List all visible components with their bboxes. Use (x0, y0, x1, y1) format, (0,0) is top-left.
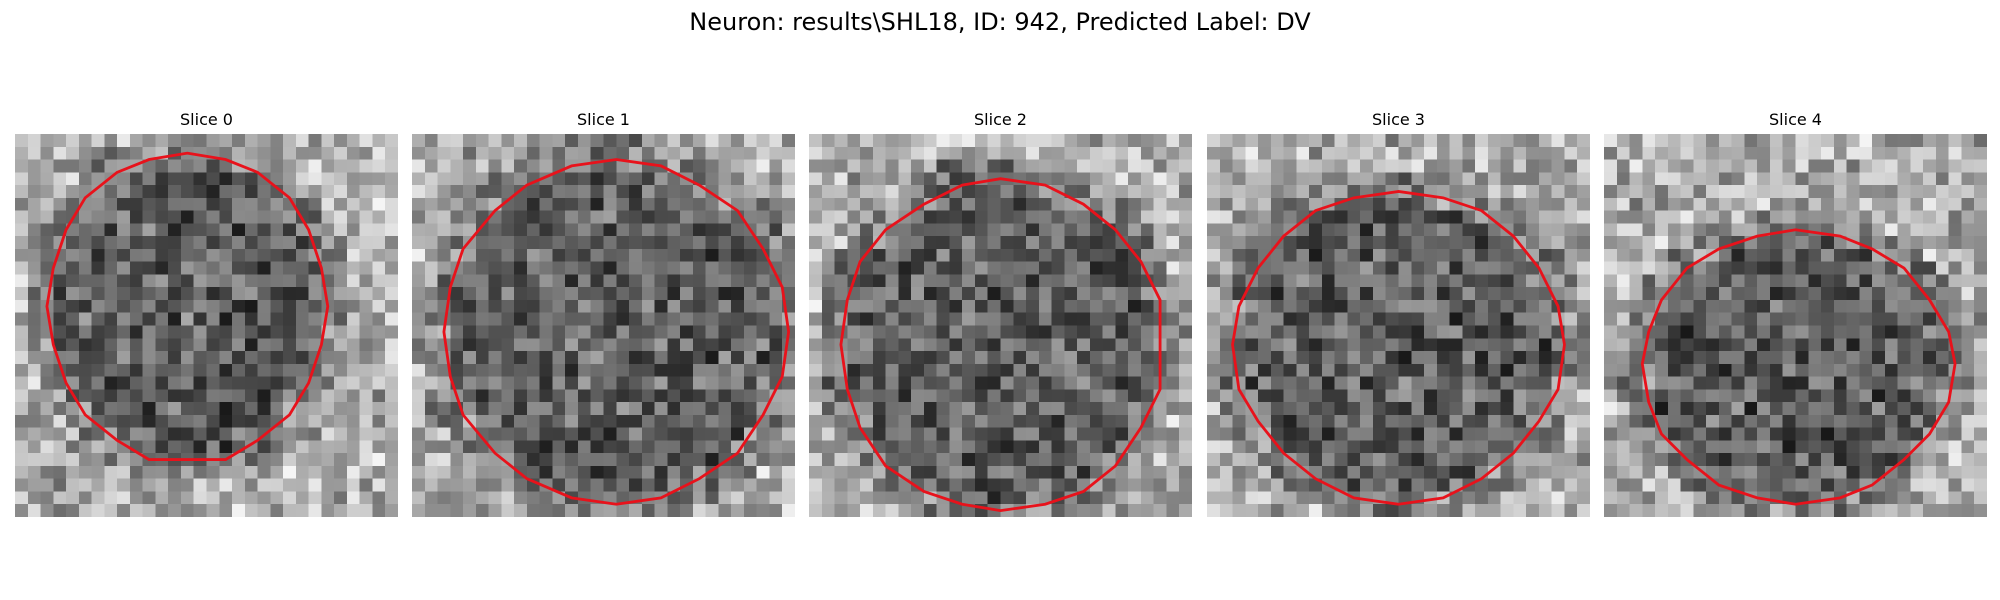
slice-panel: Slice 0 (15, 0, 398, 600)
slice-title: Slice 2 (974, 110, 1027, 129)
pixel-grid (809, 134, 1192, 517)
slice-title: Slice 0 (180, 110, 233, 129)
pixel-grid (1207, 134, 1590, 517)
pixel-grid (1604, 134, 1987, 517)
roi-outline (1640, 228, 1957, 506)
pixel-grid (15, 134, 398, 517)
slice-image (1604, 134, 1987, 517)
roi-outline (1231, 190, 1566, 506)
roi-outline (442, 158, 791, 506)
slice-panel: Slice 2 (809, 0, 1192, 600)
slice-panel: Slice 3 (1207, 0, 1590, 600)
slice-title: Slice 4 (1769, 110, 1822, 129)
slice-title: Slice 3 (1372, 110, 1425, 129)
figure-title: Neuron: results\SHL18, ID: 942, Predicte… (689, 8, 1311, 36)
slice-panel: Slice 1 (412, 0, 795, 600)
slice-image (15, 134, 398, 517)
slice-image (412, 134, 795, 517)
slice-panel: Slice 4 (1604, 0, 1987, 600)
roi-outline (45, 151, 330, 461)
slice-image (1207, 134, 1590, 517)
slice-image (809, 134, 1192, 517)
pixel-grid (412, 134, 795, 517)
roi-outline (839, 177, 1162, 513)
slice-title: Slice 1 (577, 110, 630, 129)
